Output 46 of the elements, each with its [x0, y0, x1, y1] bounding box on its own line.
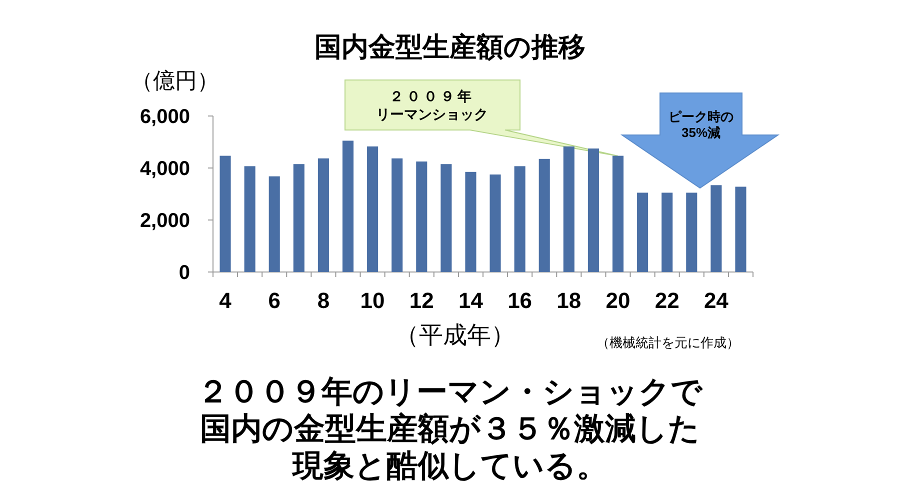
y-axis-title: （億円）: [131, 68, 219, 93]
bar: [465, 172, 476, 272]
x-tick-label: 16: [508, 288, 532, 313]
bar: [686, 192, 698, 272]
x-axis-title: （平成年）: [395, 322, 515, 349]
bar: [342, 140, 354, 272]
bar: [563, 146, 574, 272]
x-tick-label: 18: [556, 288, 582, 313]
bar: [244, 166, 256, 272]
x-tick-label: 14: [458, 288, 484, 313]
annotation: ピーク時の: [668, 109, 734, 124]
text: （機械統計を元に作成）: [596, 335, 740, 350]
bar: [318, 158, 329, 272]
annotation: リーマンショック: [376, 106, 488, 122]
bar: [416, 162, 428, 272]
x-tick-label: 20: [606, 288, 630, 313]
bar: [538, 158, 550, 272]
x-tick-label: 22: [654, 288, 680, 313]
bar: [637, 192, 648, 272]
x-tick-label: 4: [219, 288, 232, 313]
bar: [367, 146, 378, 272]
bar: [514, 166, 526, 272]
bar: [220, 156, 231, 272]
bar: [662, 192, 673, 272]
text: ２００９年のリーマン・ショックで国内の金型生産額が３５％激減した現象と酷似している。: [198, 374, 704, 483]
x-tick-label: 6: [268, 288, 280, 313]
bar: [588, 148, 599, 272]
bar: [735, 186, 746, 272]
x-tick-label: 10: [360, 288, 385, 313]
annotation: 35%減: [681, 125, 721, 140]
bar: [268, 176, 280, 272]
x-tick-label: 8: [317, 288, 330, 313]
bar: [293, 164, 304, 272]
bar: [440, 164, 452, 272]
y-tick-label: 4,000: [140, 158, 190, 180]
y-tick-label: 0: [178, 262, 190, 284]
bar: [490, 174, 501, 272]
chart-title: 国内金型生産額の推移: [314, 32, 586, 62]
bar: [710, 185, 722, 272]
x-tick-label: 24: [704, 288, 730, 313]
y-tick-label: 2,000: [140, 210, 190, 232]
x-tick-label: 12: [409, 288, 434, 313]
text: ２００９年: [390, 88, 474, 104]
y-tick-label: 6,000: [140, 106, 190, 128]
bar: [612, 156, 624, 272]
bar: [392, 158, 403, 272]
